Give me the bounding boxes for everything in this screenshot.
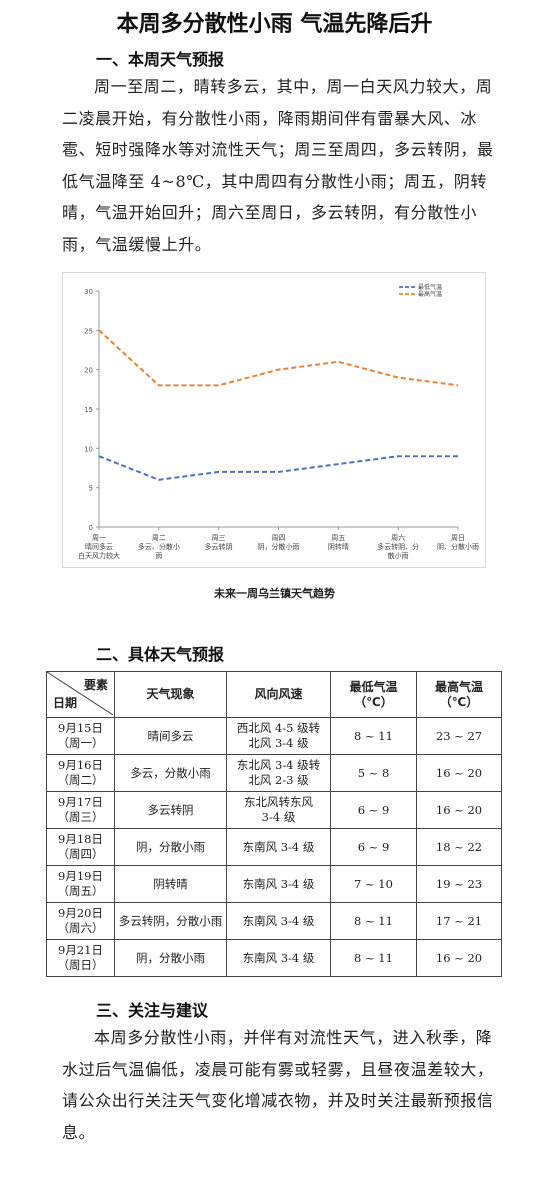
header-wind: 风向风速: [226, 671, 331, 718]
min-temp-cell: 5 ~ 8: [330, 754, 417, 792]
wind-cell: 东南风 3-4 级: [226, 902, 331, 940]
date-cell: 9月16日 （周二）: [46, 754, 115, 792]
max-temp-cell: 16 ~ 20: [416, 939, 502, 977]
wind-cell: 东南风 3-4 级: [226, 828, 331, 866]
header-date-label: 日期: [53, 696, 78, 710]
x-tick-label: 白天风力较大: [78, 551, 120, 560]
max-temp-cell: 19 ~ 23: [416, 865, 502, 903]
max-temp-cell: 17 ~ 21: [416, 902, 502, 940]
section-heading-weekly-forecast: 一、本周天气预报: [96, 50, 225, 69]
date-cell: 9月20日 （周六）: [46, 902, 115, 940]
y-tick-label: 25: [84, 327, 93, 335]
legend-label: 最低气温: [418, 283, 442, 291]
weather-cell: 多云转阴: [114, 791, 227, 829]
weather-cell: 阴，分散小雨: [114, 939, 227, 977]
header-corner-cell: 要素 日期: [46, 671, 115, 718]
forecast-table: 要素 日期 天气现象 风向风速 最低气温 （℃） 最高气温 （℃） 9月15日 （周一…: [46, 671, 502, 977]
wind-cell: 东北风 3-4 级转 北风 2-3 级: [226, 754, 331, 792]
min-temp-cell: 8 ~ 11: [330, 902, 417, 940]
weather-cell: 阴转晴: [114, 865, 227, 903]
x-tick-label: 周日: [451, 534, 465, 542]
min-temp-cell: 7 ~ 10: [330, 865, 417, 903]
x-tick-label: 周三: [212, 534, 226, 542]
x-tick-label: 周四: [272, 534, 286, 542]
header-max-temp: 最高气温 （℃）: [416, 671, 502, 718]
y-tick-label: 15: [84, 406, 93, 414]
x-tick-label: 多云转阴、分: [377, 542, 419, 551]
weekly-forecast-paragraph: 周一至周二，晴转多云，其中，周一白天风力较大，周二凌晨开始，有分散性小雨，降雨期…: [62, 77, 494, 254]
wind-cell: 东南风 3-4 级: [226, 865, 331, 903]
max-temp-cell: 16 ~ 20: [416, 754, 502, 792]
y-tick-label: 20: [84, 367, 93, 375]
wind-cell: 西北风 4-5 级转 北风 3-4 级: [226, 717, 331, 755]
max-temp-cell: 16 ~ 20: [416, 791, 502, 829]
header-element-label: 要素: [83, 678, 108, 692]
section-heading-advice: 三、关注与建议: [96, 1001, 209, 1020]
x-tick-label: 周一: [92, 534, 106, 542]
chart-caption: 未来一周乌兰镇天气趋势: [214, 587, 335, 600]
min-temp-cell: 8 ~ 11: [330, 939, 417, 977]
min-temp-cell: 6 ~ 9: [330, 791, 417, 829]
date-cell: 9月18日 （周四）: [46, 828, 115, 866]
x-tick-label: 雨: [155, 552, 162, 560]
temperature-trend-chart: 0 5 10 15 20 25 30 周一 晴间多云 白天风力较大 周二 多云、分散小雨 周三 多云转阴 周…: [62, 272, 486, 568]
series-line-min-temp: [98, 455, 458, 481]
date-cell: 9月19日 （周五）: [46, 865, 115, 903]
page-title: 本周多分散性小雨 气温先降后升: [116, 12, 433, 37]
section-heading-detailed-forecast: 二、具体天气预报: [96, 645, 225, 664]
y-tick-label: 0: [89, 524, 93, 532]
max-temp-cell: 23 ~ 27: [416, 717, 502, 755]
min-temp-cell: 8 ~ 11: [330, 717, 417, 755]
x-tick-label: 阴转晴: [328, 542, 349, 551]
y-tick-label: 30: [84, 288, 93, 296]
min-temp-cell: 6 ~ 9: [330, 828, 417, 866]
y-tick-label: 10: [84, 445, 93, 453]
y-tick-label: 5: [89, 485, 93, 493]
table-header-row: 要素 日期 天气现象 风向风速 最低气温 （℃） 最高气温 （℃）: [46, 671, 502, 718]
x-tick-label: 阴，分散小雨: [258, 542, 300, 551]
x-tick-label: 晴间多云: [85, 542, 113, 551]
date-cell: 9月17日 （周三）: [46, 791, 115, 829]
advice-paragraph: 本周多分散性小雨，并伴有对流性天气，进入秋季，降水过后气温偏低，凌晨可能有雾或轻…: [62, 1028, 494, 1142]
max-temp-cell: 18 ~ 22: [416, 828, 502, 866]
diagonal-divider: [47, 672, 113, 715]
legend-label: 最高气温: [418, 290, 442, 298]
wind-cell: 东北风转东风 3-4 级: [226, 791, 331, 829]
x-tick-label: 阴、分散小雨: [437, 542, 479, 551]
date-cell: 9月15日 （周一）: [46, 717, 115, 755]
x-tick-label: 多云、分散小: [138, 542, 180, 551]
weather-cell: 晴间多云: [114, 717, 227, 755]
x-tick-label: 周六: [391, 533, 405, 542]
x-tick-label: 周二: [152, 534, 166, 542]
weather-cell: 多云，分散小雨: [114, 754, 227, 792]
weather-cell: 多云转阴，分散小雨: [114, 902, 227, 940]
header-min-temp: 最低气温 （℃）: [330, 671, 417, 718]
x-tick-label: 多云转阴: [205, 542, 233, 551]
date-cell: 9月21日 （周日）: [46, 939, 115, 977]
header-weather: 天气现象: [114, 671, 227, 718]
series-line-max-temp: [98, 329, 459, 387]
wind-cell: 东南风 3-4 级: [226, 939, 331, 977]
x-tick-label: 周五: [331, 534, 345, 542]
x-tick-label: 散小雨: [388, 551, 409, 560]
weather-cell: 阴，分散小雨: [114, 828, 227, 866]
